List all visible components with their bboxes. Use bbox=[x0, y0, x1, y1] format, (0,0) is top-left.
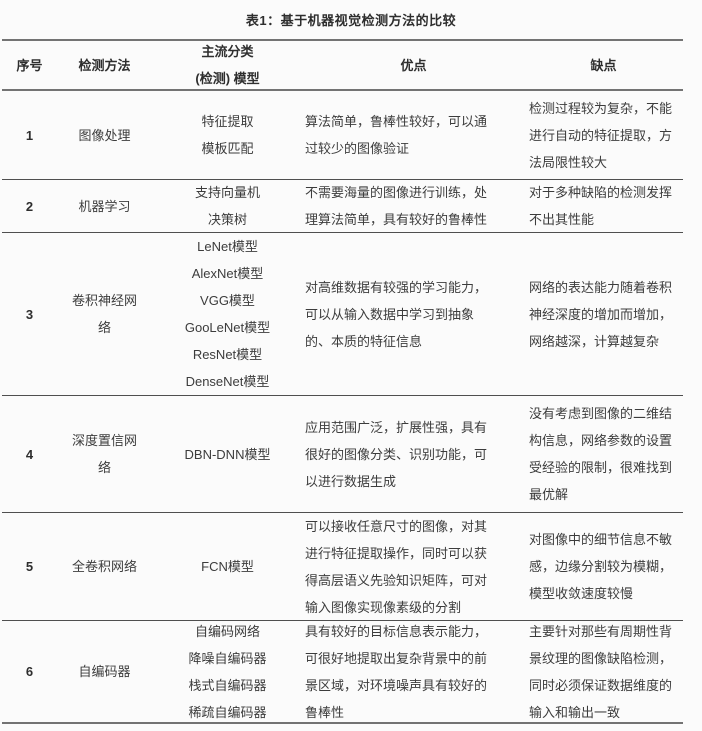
cell-method-text: 深度置信网络 bbox=[71, 433, 137, 475]
cell-pros-text: 应用范围广泛，扩展性强，具有很好的图像分类、识别功能，可以进行数据生成 bbox=[305, 419, 488, 489]
cell-cons: 网络的表达能力随着卷积神经深度的增加而增加，网络越深，计算越复杂 bbox=[524, 233, 683, 395]
col-header-models: 主流分类 (检测) 模型 bbox=[195, 44, 260, 86]
cell-cons: 检测过程较为复杂，不能进行自动的特征提取，方法局限性较大 bbox=[524, 91, 683, 179]
col-header-pros: 优点 bbox=[400, 57, 427, 73]
cell-cons-text: 检测过程较为复杂，不能进行自动的特征提取，方法局限性较大 bbox=[529, 100, 673, 170]
cell-cons: 没有考虑到图像的二维结构信息，网络参数的设置受经验的限制，很难找到最优解 bbox=[524, 396, 683, 512]
table-title: 表1：基于机器视觉检测方法的比较 bbox=[245, 13, 457, 28]
cell-pros: 不需要海量的图像进行训练，处理算法简单，具有较好的鲁棒性 bbox=[303, 180, 524, 232]
table-row-2: 2 机器学习 支持向量机 决策树 不需要海量的图像进行训练，处理算法简单，具有较… bbox=[2, 180, 683, 233]
cell-pros-text: 对高维数据有较强的学习能力，可以从输入数据中学习到抽象的、本质的特征信息 bbox=[305, 279, 488, 349]
cell-pros: 算法简单，鲁棒性较好，可以通过较少的图像验证 bbox=[303, 91, 524, 179]
cell-pros-text: 不需要海量的图像进行训练，处理算法简单，具有较好的鲁棒性 bbox=[305, 185, 488, 227]
cell-method-text: 全卷积网络 bbox=[71, 559, 137, 574]
cell-cons-text: 没有考虑到图像的二维结构信息，网络参数的设置受经验的限制，很难找到最优解 bbox=[529, 406, 673, 502]
cell-method: 全卷积网络 bbox=[57, 513, 152, 620]
table-row-4: 4 深度置信网络 DBN-DNN模型 应用范围广泛，扩展性强，具有很好的图像分类… bbox=[2, 396, 683, 513]
row-index: 4 bbox=[25, 446, 34, 462]
cell-pros-text: 具有较好的目标信息表示能力，可很好地提取出复杂背景中的前景区域，对环境噪声具有较… bbox=[305, 623, 488, 720]
cell-pros: 应用范围广泛，扩展性强，具有很好的图像分类、识别功能，可以进行数据生成 bbox=[303, 396, 524, 512]
cell-pros: 可以接收任意尺寸的图像，对其进行特征提取操作，同时可以获得高层语义先验知识矩阵，… bbox=[303, 513, 524, 620]
cell-models: FCN模型 bbox=[201, 559, 254, 574]
cell-cons-text: 网络的表达能力随着卷积神经深度的增加而增加，网络越深，计算越复杂 bbox=[529, 279, 673, 349]
cell-pros: 具有较好的目标信息表示能力，可很好地提取出复杂背景中的前景区域，对环境噪声具有较… bbox=[303, 621, 524, 722]
cell-method: 机器学习 bbox=[57, 180, 152, 232]
row-index: 5 bbox=[25, 559, 34, 574]
table-row-6: 6 自编码器 自编码网络 降噪自编码器 栈式自编码器 稀疏自编码器 具有较好的目… bbox=[2, 621, 683, 724]
cell-cons-text: 对于多种缺陷的检测发挥不出其性能 bbox=[529, 185, 673, 227]
table-header-row: 序号 检测方法 主流分类 (检测) 模型 优点 缺点 bbox=[2, 39, 683, 91]
row-index: 3 bbox=[25, 306, 34, 322]
row-index: 2 bbox=[25, 198, 34, 214]
cell-method: 图像处理 bbox=[57, 91, 152, 179]
col-header-method: 检测方法 bbox=[78, 57, 131, 73]
cell-pros-text: 算法简单，鲁棒性较好，可以通过较少的图像验证 bbox=[305, 114, 488, 156]
cell-models: LeNet模型 AlexNet模型 VGG模型 GooLeNet模型 ResNe… bbox=[184, 239, 271, 389]
row-index: 1 bbox=[25, 127, 34, 143]
cell-method-text: 机器学习 bbox=[78, 198, 131, 214]
col-header-index: 序号 bbox=[16, 57, 43, 73]
row-index: 6 bbox=[25, 664, 34, 679]
table-row-1: 1 图像处理 特征提取 模板匹配 算法简单，鲁棒性较好，可以通过较少的图像验证 … bbox=[2, 91, 683, 180]
cell-cons-text: 对图像中的细节信息不敏感，边缘分割较为模糊，模型收敛速度较慢 bbox=[529, 532, 673, 601]
cell-cons-text: 主要针对那些有周期性背景纹理的图像缺陷检测，同时必须保证数据维度的输入和输出一致 bbox=[529, 623, 673, 720]
cell-models: 支持向量机 决策树 bbox=[194, 185, 260, 227]
cell-method: 卷积神经网络 bbox=[57, 233, 152, 395]
cell-models: 自编码网络 降噪自编码器 栈式自编码器 稀疏自编码器 bbox=[188, 623, 267, 720]
cell-method-text: 卷积神经网络 bbox=[71, 293, 137, 335]
cell-method-text: 图像处理 bbox=[78, 127, 131, 143]
cell-method: 深度置信网络 bbox=[57, 396, 152, 512]
table-row-5: 5 全卷积网络 FCN模型 可以接收任意尺寸的图像，对其进行特征提取操作，同时可… bbox=[2, 513, 683, 621]
cell-models: 特征提取 模板匹配 bbox=[201, 114, 254, 156]
cell-pros-text: 可以接收任意尺寸的图像，对其进行特征提取操作，同时可以获得高层语义先验知识矩阵，… bbox=[305, 518, 488, 615]
col-header-cons: 缺点 bbox=[590, 57, 617, 73]
cell-pros: 对高维数据有较强的学习能力，可以从输入数据中学习到抽象的、本质的特征信息 bbox=[303, 233, 524, 395]
cell-cons: 对于多种缺陷的检测发挥不出其性能 bbox=[524, 180, 683, 232]
cell-cons: 对图像中的细节信息不敏感，边缘分割较为模糊，模型收敛速度较慢 bbox=[524, 513, 683, 620]
cell-cons: 主要针对那些有周期性背景纹理的图像缺陷检测，同时必须保证数据维度的输入和输出一致 bbox=[524, 621, 683, 722]
comparison-table: 序号 检测方法 主流分类 (检测) 模型 优点 缺点 1 图像处理 特征提取 模… bbox=[2, 39, 683, 724]
cell-method: 自编码器 bbox=[57, 621, 152, 722]
cell-method-text: 自编码器 bbox=[78, 664, 131, 679]
cell-models: DBN-DNN模型 bbox=[184, 446, 271, 462]
table-row-3: 3 卷积神经网络 LeNet模型 AlexNet模型 VGG模型 GooLeNe… bbox=[2, 233, 683, 396]
